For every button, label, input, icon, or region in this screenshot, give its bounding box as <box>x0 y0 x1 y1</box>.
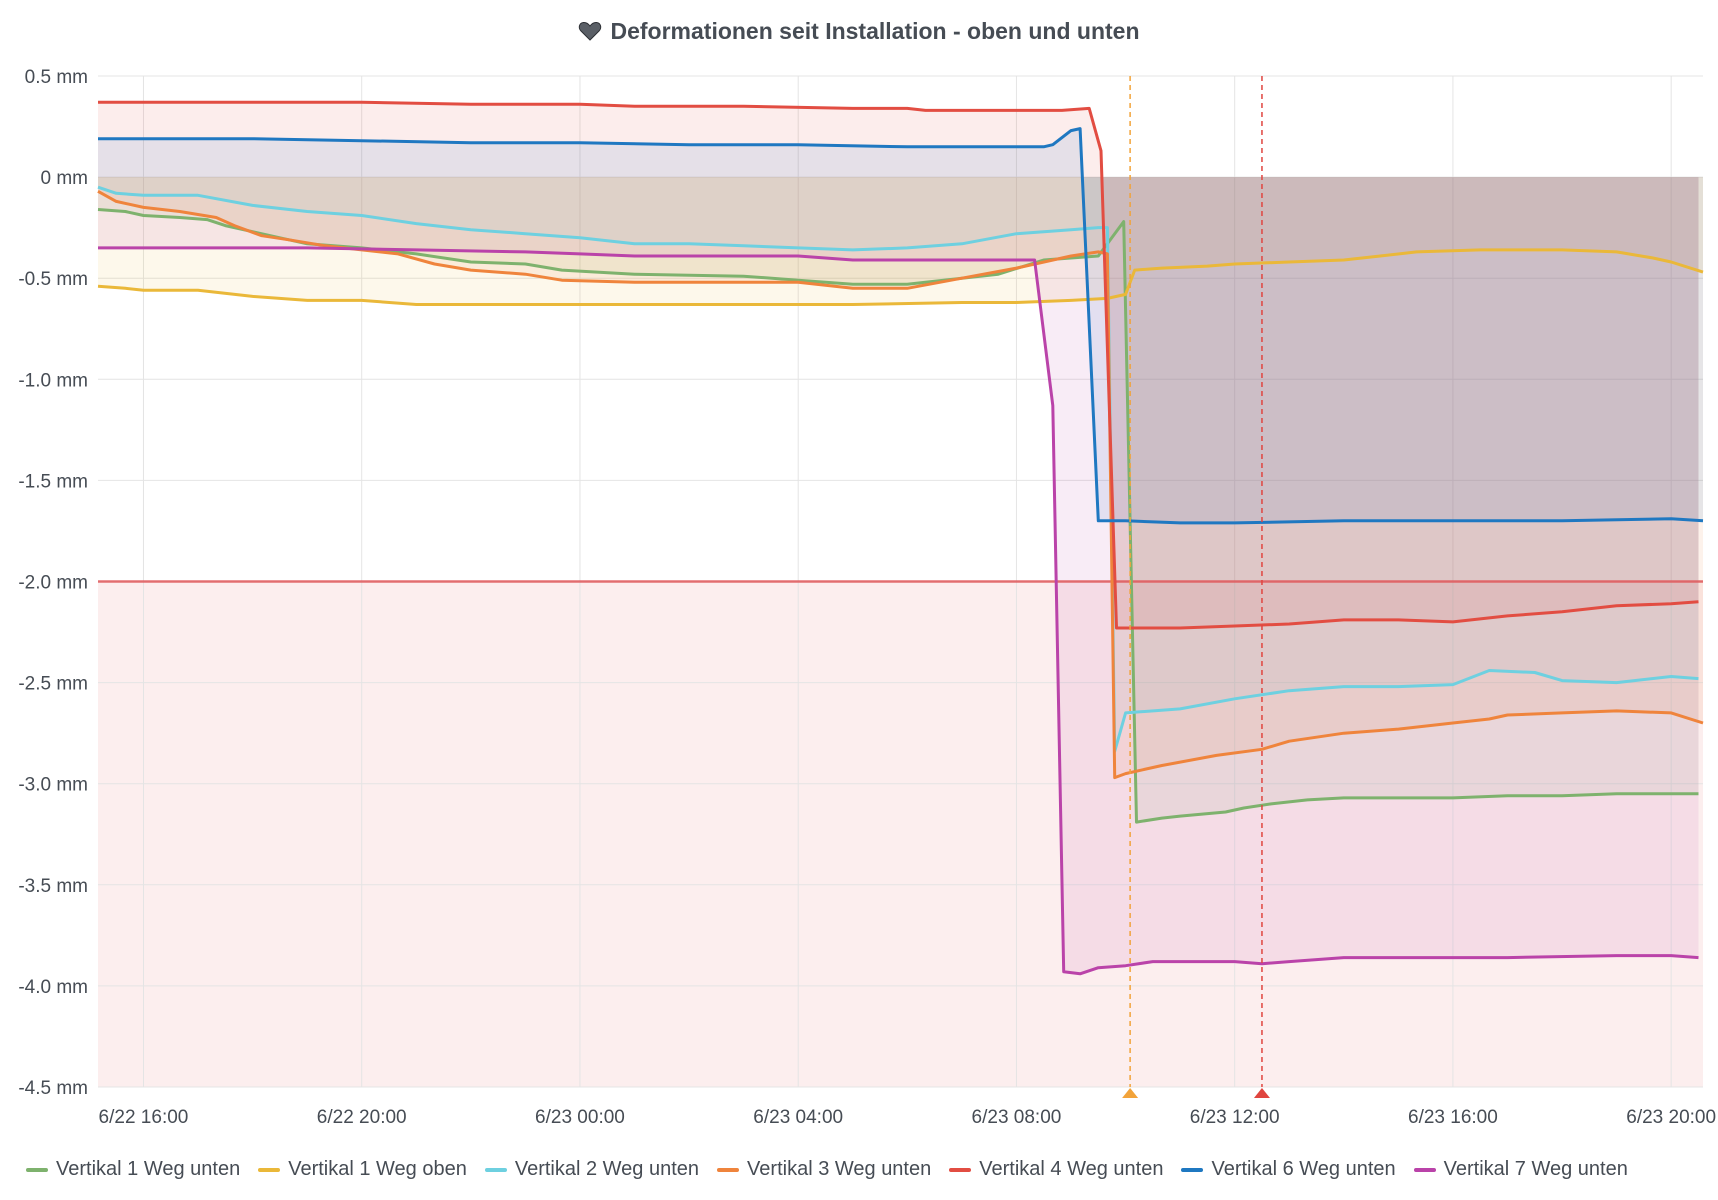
series-line <box>97 189 1704 780</box>
legend-item[interactable]: Vertikal 1 Weg unten <box>26 1158 240 1181</box>
x-tick-label: 6/23 20:00 <box>1626 1107 1716 1128</box>
legend-swatch <box>26 1167 48 1172</box>
legend-swatch <box>258 1167 281 1172</box>
panel-title-text: Deformationen seit Installation - oben u… <box>610 18 1140 44</box>
legend-item[interactable]: Vertikal 7 Weg unten <box>1413 1158 1628 1181</box>
y-tick-label: -0.5 mm <box>18 269 88 290</box>
series-area <box>98 177 1699 752</box>
legend-label: Vertikal 1 Weg unten <box>56 1158 241 1180</box>
x-tick-label: 6/23 12:00 <box>1190 1107 1280 1128</box>
y-tick-label: -4.5 mm <box>18 1078 88 1099</box>
legend-item[interactable]: Vertikal 6 Weg unten <box>1181 1158 1396 1181</box>
x-tick-label: 6/22 16:00 <box>99 1107 189 1128</box>
legend-swatch <box>717 1167 740 1172</box>
annotation-marker <box>1122 1088 1139 1098</box>
legend-label: Vertikal 3 Weg unten <box>747 1158 932 1180</box>
series-line <box>97 248 1704 306</box>
y-tick-label: 0.5 mm <box>25 67 88 88</box>
y-tick-label: -1.0 mm <box>18 370 88 391</box>
legend: Vertikal 1 Weg unten Vertikal 1 Weg oben V… <box>26 1158 1628 1181</box>
y-tick-label: -3.5 mm <box>18 876 88 897</box>
legend-swatch <box>1413 1167 1436 1172</box>
y-tick-label: 0 mm <box>41 168 89 189</box>
y-tick-label: -1.5 mm <box>18 471 88 492</box>
heart-icon <box>578 20 602 48</box>
series-line <box>97 185 1699 753</box>
legend-item[interactable]: Vertikal 1 Weg oben <box>258 1158 467 1181</box>
y-tick-label: -3.0 mm <box>18 775 88 796</box>
series-area <box>98 177 1703 778</box>
y-tick-label: -4.0 mm <box>18 977 88 998</box>
legend-swatch <box>949 1167 972 1172</box>
series-line <box>98 100 1699 630</box>
legend-label: Vertikal 2 Weg unten <box>514 1158 700 1180</box>
series-area <box>98 128 1703 523</box>
annotation-marker <box>1253 1088 1270 1098</box>
series-area <box>98 102 1699 629</box>
series-line <box>98 127 1704 525</box>
legend-item[interactable]: Vertikal 2 Weg unten <box>484 1158 700 1181</box>
legend-item[interactable]: Vertikal 3 Weg unten <box>717 1158 931 1181</box>
legend-swatch <box>1181 1167 1204 1172</box>
y-tick-label: -2.5 mm <box>18 674 88 695</box>
legend-item[interactable]: Vertikal 4 Weg unten <box>949 1158 1163 1181</box>
y-tick-label: -2.0 mm <box>18 573 88 594</box>
panel-title: Deformationen seit Installation - oben u… <box>0 18 1718 48</box>
legend-label: Vertikal 7 Weg unten <box>1443 1158 1628 1180</box>
series-area <box>98 177 1699 823</box>
series-area <box>98 177 1699 974</box>
x-tick-label: 6/22 20:00 <box>317 1107 407 1128</box>
series-line <box>98 246 1699 976</box>
legend-label: Vertikal 4 Weg unten <box>979 1158 1164 1180</box>
x-tick-label: 6/23 08:00 <box>972 1107 1062 1128</box>
legend-label: Vertikal 1 Weg oben <box>288 1158 467 1180</box>
threshold-region <box>98 581 1703 1087</box>
legend-label: Vertikal 6 Weg unten <box>1211 1158 1396 1180</box>
x-tick-label: 6/23 04:00 <box>753 1107 843 1128</box>
x-tick-label: 6/23 00:00 <box>535 1107 625 1128</box>
legend-swatch <box>484 1167 507 1172</box>
x-tick-label: 6/23 16:00 <box>1408 1107 1498 1128</box>
